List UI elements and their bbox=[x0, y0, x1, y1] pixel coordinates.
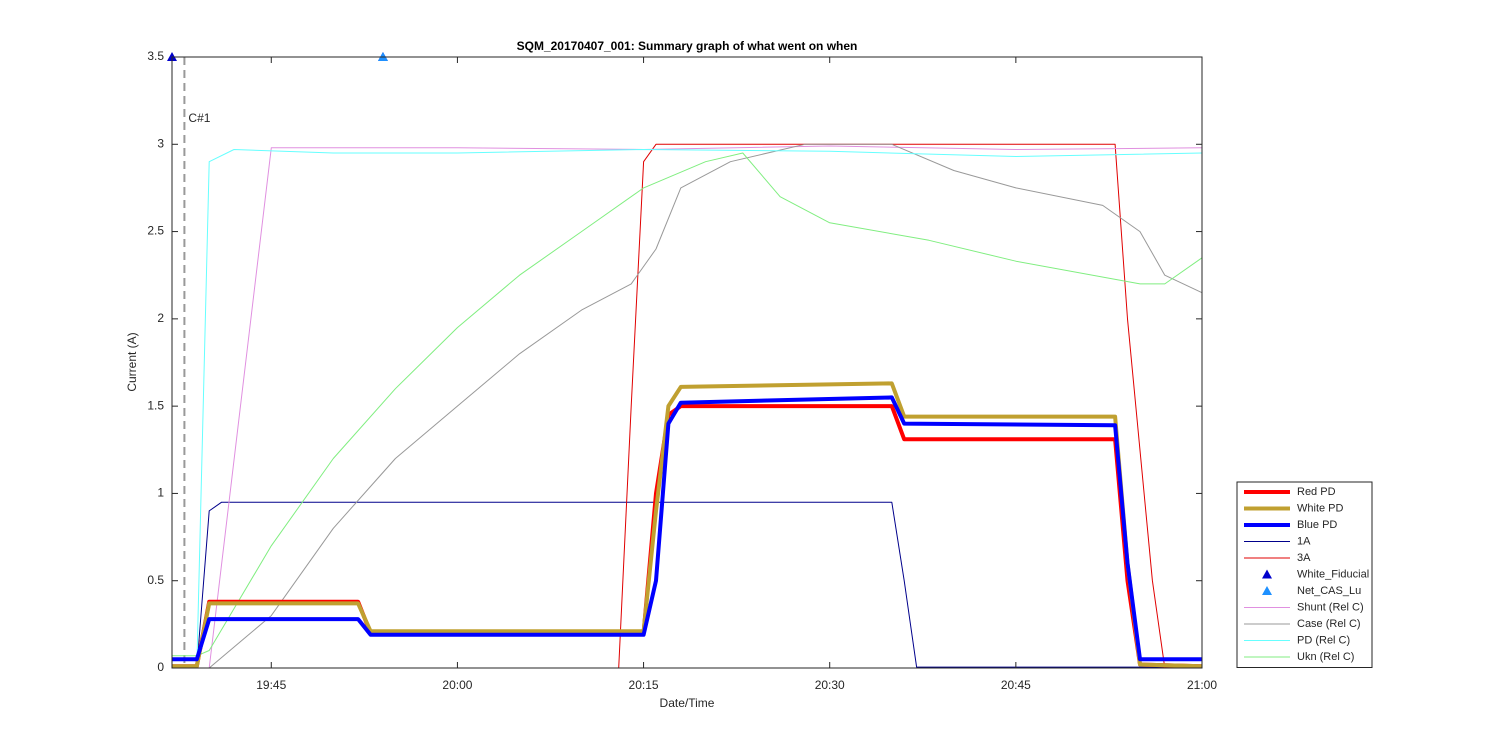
y-tick-label: 3 bbox=[157, 136, 164, 150]
x-tick-label: 20:45 bbox=[1001, 678, 1031, 692]
legend-label: Ukn (Rel C) bbox=[1297, 651, 1354, 663]
legend-label: Case (Rel C) bbox=[1297, 618, 1361, 630]
legend-label: White_Fiducial bbox=[1297, 568, 1369, 580]
legend-label: PD (Rel C) bbox=[1297, 634, 1350, 646]
legend-label: Red PD bbox=[1297, 486, 1336, 498]
x-tick-label: 21:00 bbox=[1187, 678, 1217, 692]
legend-swatch bbox=[1262, 586, 1272, 595]
y-tick-label: 2.5 bbox=[147, 224, 164, 238]
x-tick-label: 19:45 bbox=[256, 678, 286, 692]
legend-box bbox=[1236, 481, 1373, 668]
x-tick-label: 20:15 bbox=[629, 678, 659, 692]
legend-label: Shunt (Rel C) bbox=[1297, 601, 1364, 613]
series-line bbox=[172, 404, 1203, 669]
series-line bbox=[172, 145, 1203, 669]
y-tick-label: 3.5 bbox=[147, 49, 164, 63]
series-line bbox=[172, 143, 1203, 669]
x-axis-label: Date/Time bbox=[660, 696, 715, 710]
legend-label: 3A bbox=[1297, 552, 1311, 564]
chart-title: SQM_20170407_001: Summary graph of what … bbox=[517, 39, 858, 53]
y-axis-label: Current (A) bbox=[125, 332, 139, 391]
y-tick-label: 0.5 bbox=[147, 573, 164, 587]
x-tick-label: 20:30 bbox=[815, 678, 845, 692]
y-tick-label: 1.5 bbox=[147, 398, 164, 412]
series-line bbox=[172, 152, 1203, 657]
axes-box bbox=[171, 56, 1203, 669]
legend: Red PD White PD Blue PD 1A 3A White_Fiducial N… bbox=[1236, 481, 1373, 668]
legend-label: Blue PD bbox=[1297, 519, 1337, 531]
legend-label: White PD bbox=[1297, 502, 1344, 514]
legend-swatch bbox=[1262, 569, 1272, 579]
y-tick-label: 2 bbox=[157, 311, 164, 325]
legend-label: 1A bbox=[1297, 535, 1311, 547]
series-line bbox=[172, 501, 1202, 669]
plot-area: C#1 bbox=[167, 52, 1203, 669]
annotation-label: C#1 bbox=[188, 111, 210, 125]
y-tick-label: 1 bbox=[157, 486, 164, 500]
series-line bbox=[172, 395, 1202, 662]
x-tick-label: 20:00 bbox=[442, 678, 472, 692]
series-line bbox=[172, 149, 1203, 669]
y-tick-label: 0 bbox=[157, 660, 164, 674]
legend-label: Net_CAS_Lu bbox=[1297, 585, 1361, 597]
